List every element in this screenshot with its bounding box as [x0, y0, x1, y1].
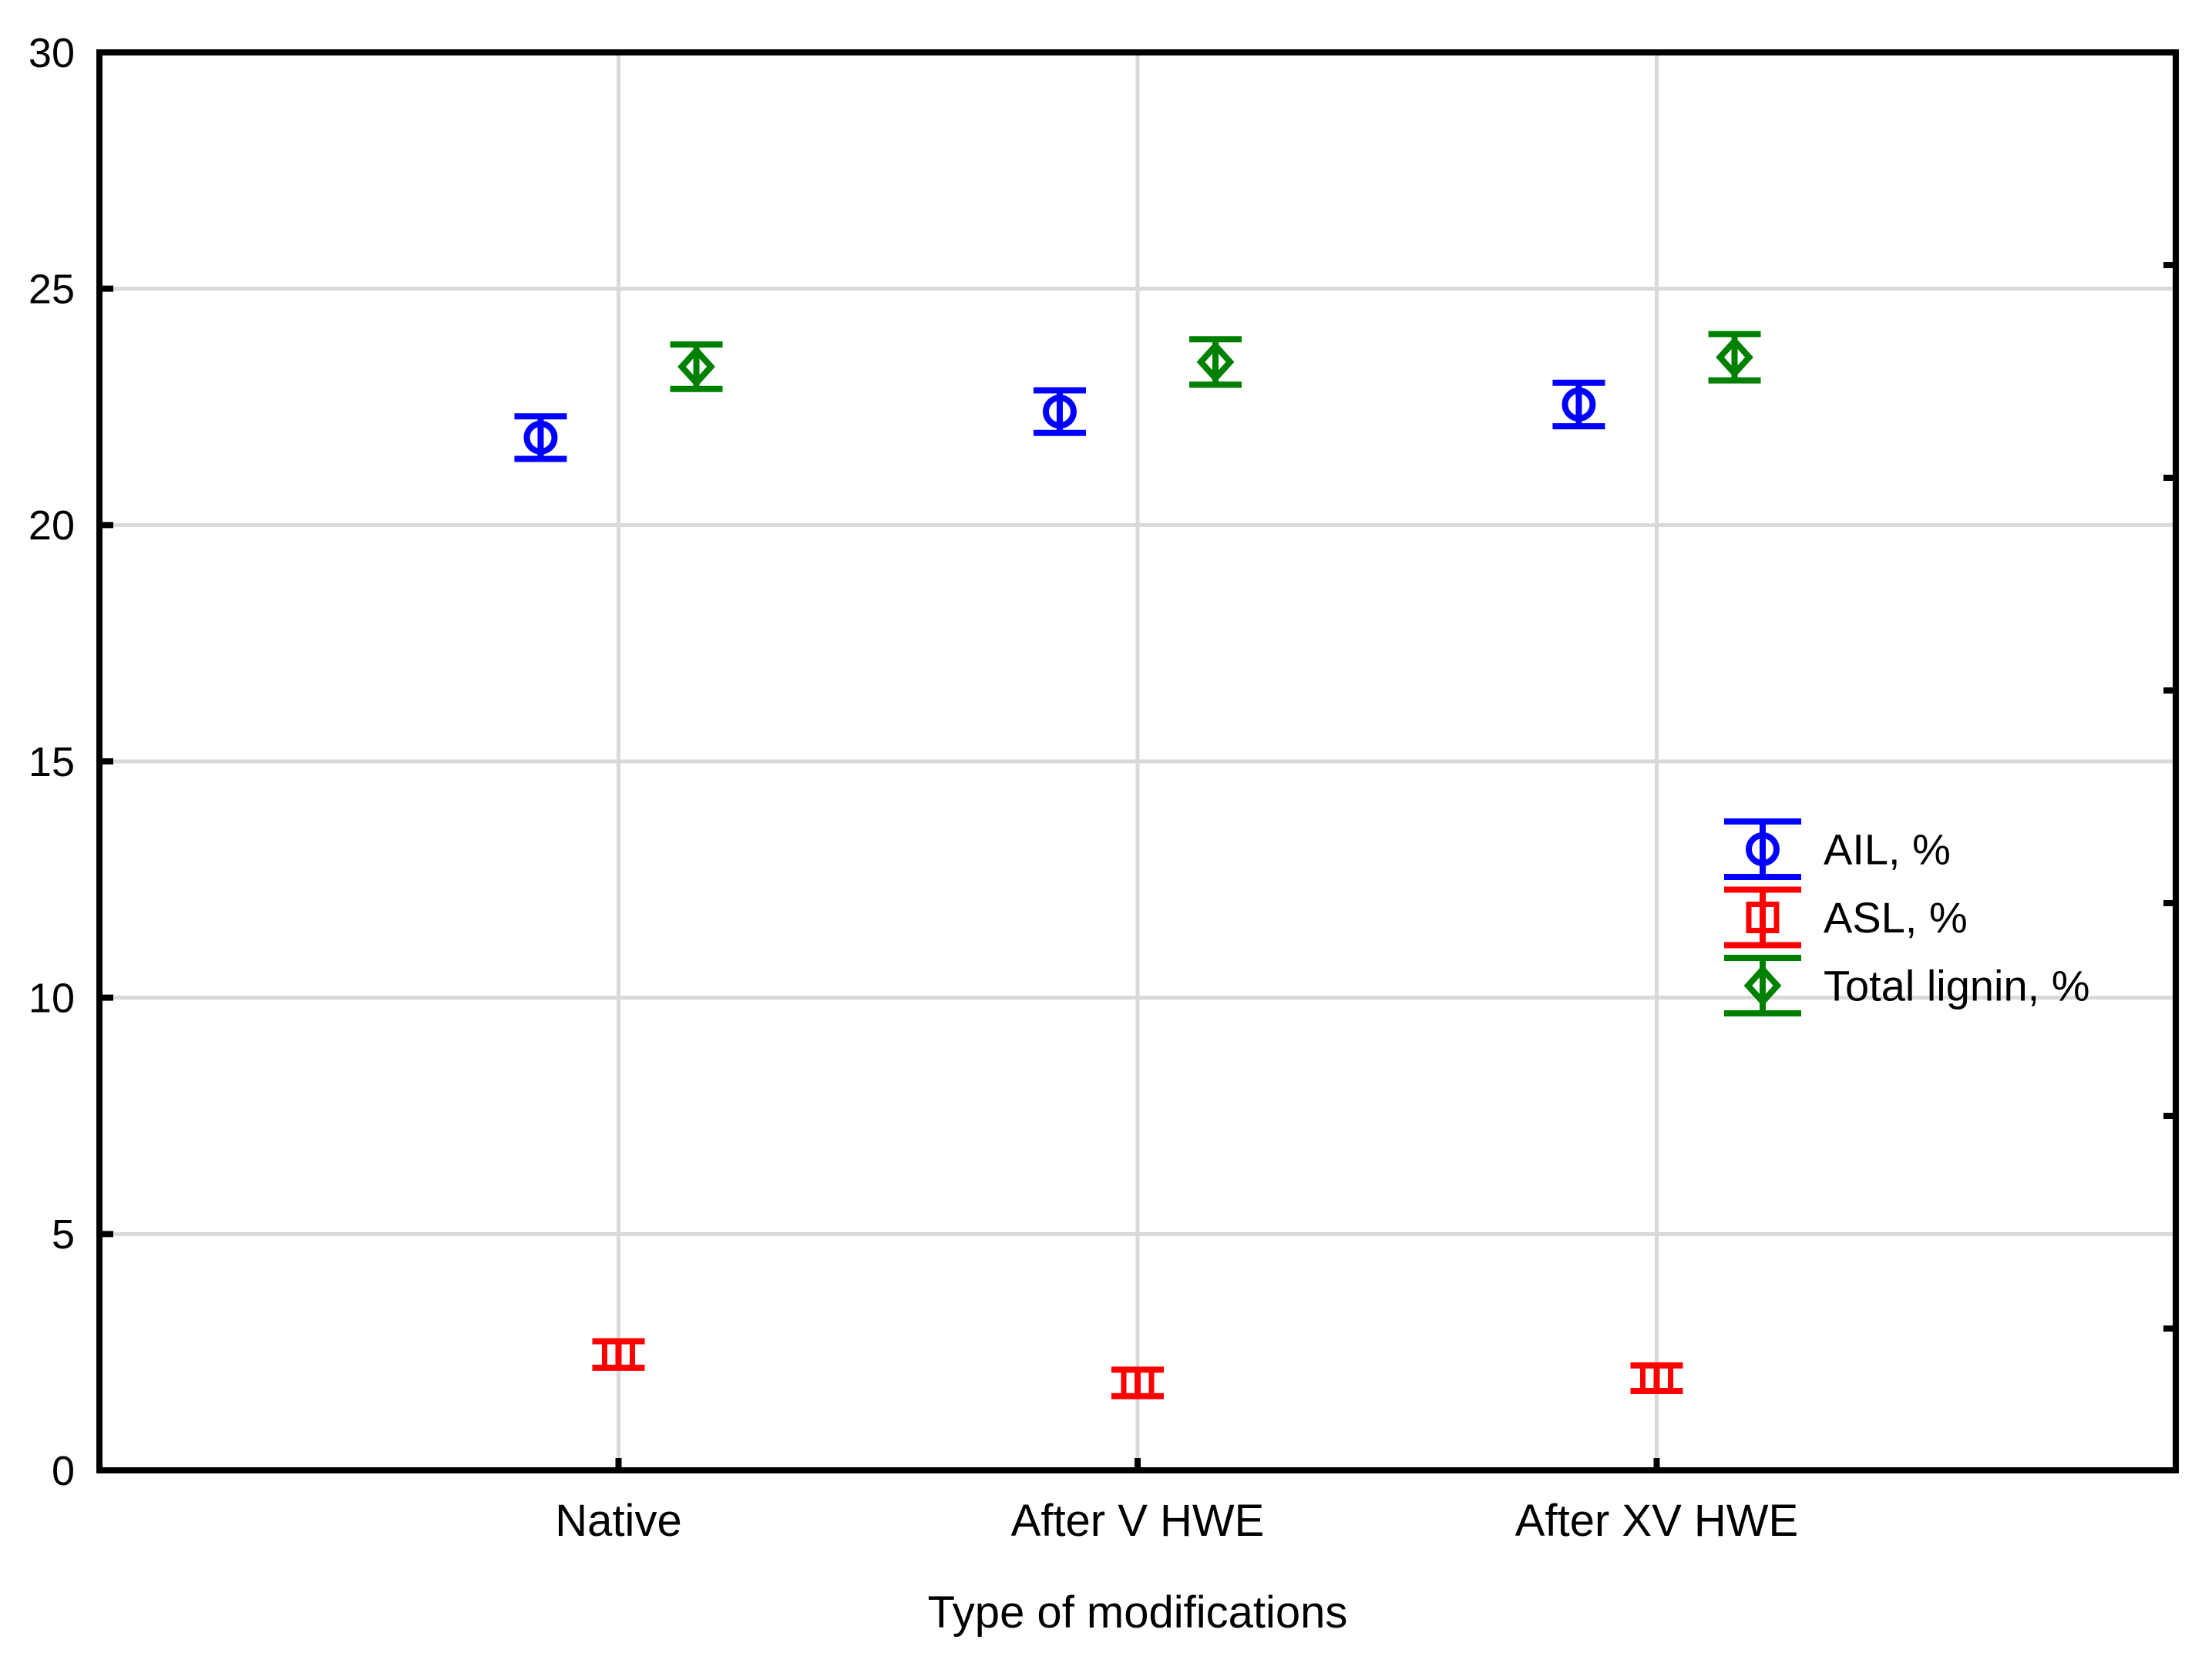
legend: AIL, % ASL, % Total lignin, %	[1724, 818, 2090, 1016]
x-axis-label-after-xv-hwe: After XV HWE	[1515, 1496, 1798, 1546]
circle-marker	[523, 420, 558, 455]
point-total-lignin-after-v-hwe	[1189, 336, 1242, 388]
diamond-marker	[677, 345, 715, 388]
point-ail-native	[514, 413, 567, 462]
point-asl-after-xv-hwe	[1630, 1362, 1683, 1394]
point-ail-after-xv-hwe	[1552, 379, 1605, 430]
y-axis-label-0: 0	[52, 1448, 75, 1494]
point-total-lignin-native	[670, 341, 723, 392]
legend-label-total-lignin: Total lignin, %	[1824, 962, 2090, 1010]
x-axis-label-after-v-hwe: After V HWE	[1011, 1496, 1265, 1546]
legend-entry-total-lignin: Total lignin, %	[1724, 955, 2090, 1016]
y-axis-label-20: 20	[29, 502, 75, 549]
square-marker	[1640, 1362, 1673, 1394]
point-asl-native	[592, 1338, 645, 1371]
legend-label-asl: ASL, %	[1824, 893, 1968, 942]
diamond-marker	[1196, 341, 1235, 383]
y-axis-label-5: 5	[52, 1211, 75, 1258]
square-marker	[1121, 1367, 1155, 1399]
diamond-marker	[1716, 336, 1753, 378]
x-axis-label-native: Native	[555, 1496, 681, 1546]
point-asl-after-v-hwe	[1111, 1366, 1164, 1399]
legend-entry-asl: ASL, %	[1724, 886, 1968, 949]
series-ail	[514, 379, 1605, 462]
series-asl	[592, 1338, 1683, 1399]
point-ail-after-v-hwe	[1033, 387, 1086, 436]
y-axis-label-25: 25	[29, 267, 75, 313]
y-axis-label-10: 10	[29, 976, 75, 1022]
square-marker	[602, 1339, 635, 1371]
y-axis-label-15: 15	[29, 739, 75, 785]
circle-marker	[1042, 395, 1077, 429]
x-axis-title: Type of modifications	[928, 1587, 1348, 1638]
legend-square-marker	[1746, 902, 1780, 933]
legend-label-ail: AIL, %	[1824, 825, 1951, 874]
y-axis-label-30: 30	[29, 30, 75, 76]
point-total-lignin-after-xv-hwe	[1708, 331, 1761, 384]
series-total-lignin	[670, 331, 1761, 392]
legend-diamond-marker	[1743, 965, 1782, 1006]
legend-circle-marker	[1746, 832, 1780, 866]
circle-marker	[1562, 387, 1596, 422]
legend-entry-ail: AIL, %	[1724, 818, 1951, 880]
